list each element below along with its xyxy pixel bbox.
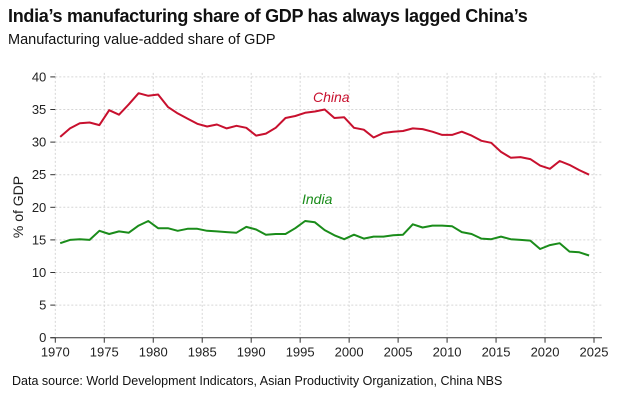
chart-subtitle: Manufacturing value-added share of GDP bbox=[8, 32, 276, 48]
y-tick-label: 35 bbox=[32, 102, 46, 117]
series-line-china bbox=[59, 92, 590, 176]
x-tick-label: 2010 bbox=[433, 345, 462, 360]
grid bbox=[54, 72, 602, 338]
x-tick-label: 2000 bbox=[335, 345, 364, 360]
series-line-india bbox=[59, 220, 590, 257]
y-tick-label: 10 bbox=[32, 265, 46, 280]
x-tick-label: 1980 bbox=[139, 345, 168, 360]
y-tick-label: 15 bbox=[32, 232, 46, 247]
y-axis-label: % of GDP bbox=[10, 176, 26, 238]
series-label-india: India bbox=[302, 191, 333, 207]
x-tick-label: 2015 bbox=[482, 345, 511, 360]
x-tick-label: 2020 bbox=[531, 345, 560, 360]
x-tick-label: 1985 bbox=[188, 345, 217, 360]
data-source-note: Data source: World Development Indicator… bbox=[12, 374, 503, 388]
series-lines bbox=[59, 92, 590, 257]
y-tick-label: 20 bbox=[32, 200, 46, 215]
series-label-china: China bbox=[313, 89, 350, 105]
x-tick-label: 1995 bbox=[286, 345, 315, 360]
y-tick-label: 30 bbox=[32, 135, 46, 150]
y-tick-label: 40 bbox=[32, 69, 46, 84]
x-tick-label: 1990 bbox=[237, 345, 266, 360]
x-tick-label: 2005 bbox=[384, 345, 413, 360]
y-tick-label: 0 bbox=[39, 330, 46, 345]
chart-title: India’s manufacturing share of GDP has a… bbox=[8, 6, 528, 26]
x-tick-label: 1970 bbox=[41, 345, 70, 360]
x-tick-label: 1975 bbox=[90, 345, 119, 360]
y-tick-label: 5 bbox=[39, 298, 46, 313]
y-tick-label: 25 bbox=[32, 167, 46, 182]
x-tick-label: 2025 bbox=[580, 345, 609, 360]
